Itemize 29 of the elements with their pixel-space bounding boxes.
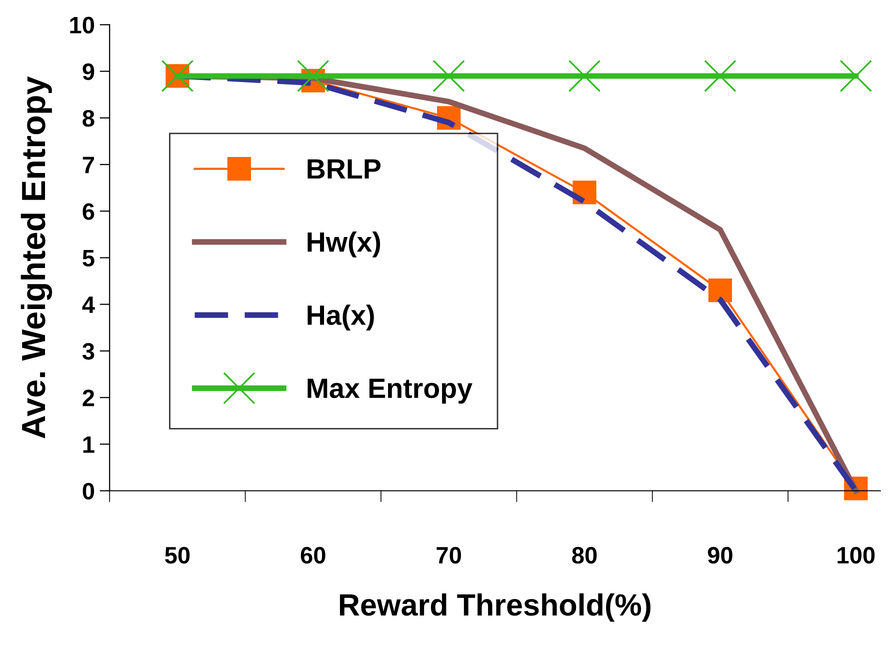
y-tick-label: 4 [82,296,95,313]
legend-label: Max Entropy [308,378,472,404]
point [840,60,872,92]
y-tick-label: 3 [82,343,94,360]
point [432,60,465,92]
y-tick-label: 9 [82,63,94,80]
point [297,60,330,92]
point [704,60,736,92]
y-tick-label: 0 [82,482,94,500]
y-tick-label: 10 [70,16,94,34]
legend-label: Hw(x) [308,232,380,258]
legend-label: BRLP [308,159,380,179]
point [708,278,732,302]
x-tick-label: 80 [572,546,597,564]
y-axis-title: Ave. Weighted Entropy [20,76,52,438]
y-tick-label: 1 [83,436,94,453]
y-tick-label: 6 [82,203,94,220]
x-tick-label: 100 [838,546,875,564]
x-axis-title: Reward Threshold(%) [340,593,650,622]
x-tick-label: 90 [708,546,732,564]
x-tick-label: 50 [165,546,190,564]
x-tick-label: 60 [300,546,326,564]
point [568,60,601,92]
legend-label: Ha(x) [308,304,374,331]
x-tick-label: 70 [436,546,461,564]
y-tick-label: 7 [82,156,94,174]
y-tick-label: 5 [82,250,94,267]
y-tick-label: 8 [82,110,94,127]
y-tick-label: 2 [82,390,94,406]
